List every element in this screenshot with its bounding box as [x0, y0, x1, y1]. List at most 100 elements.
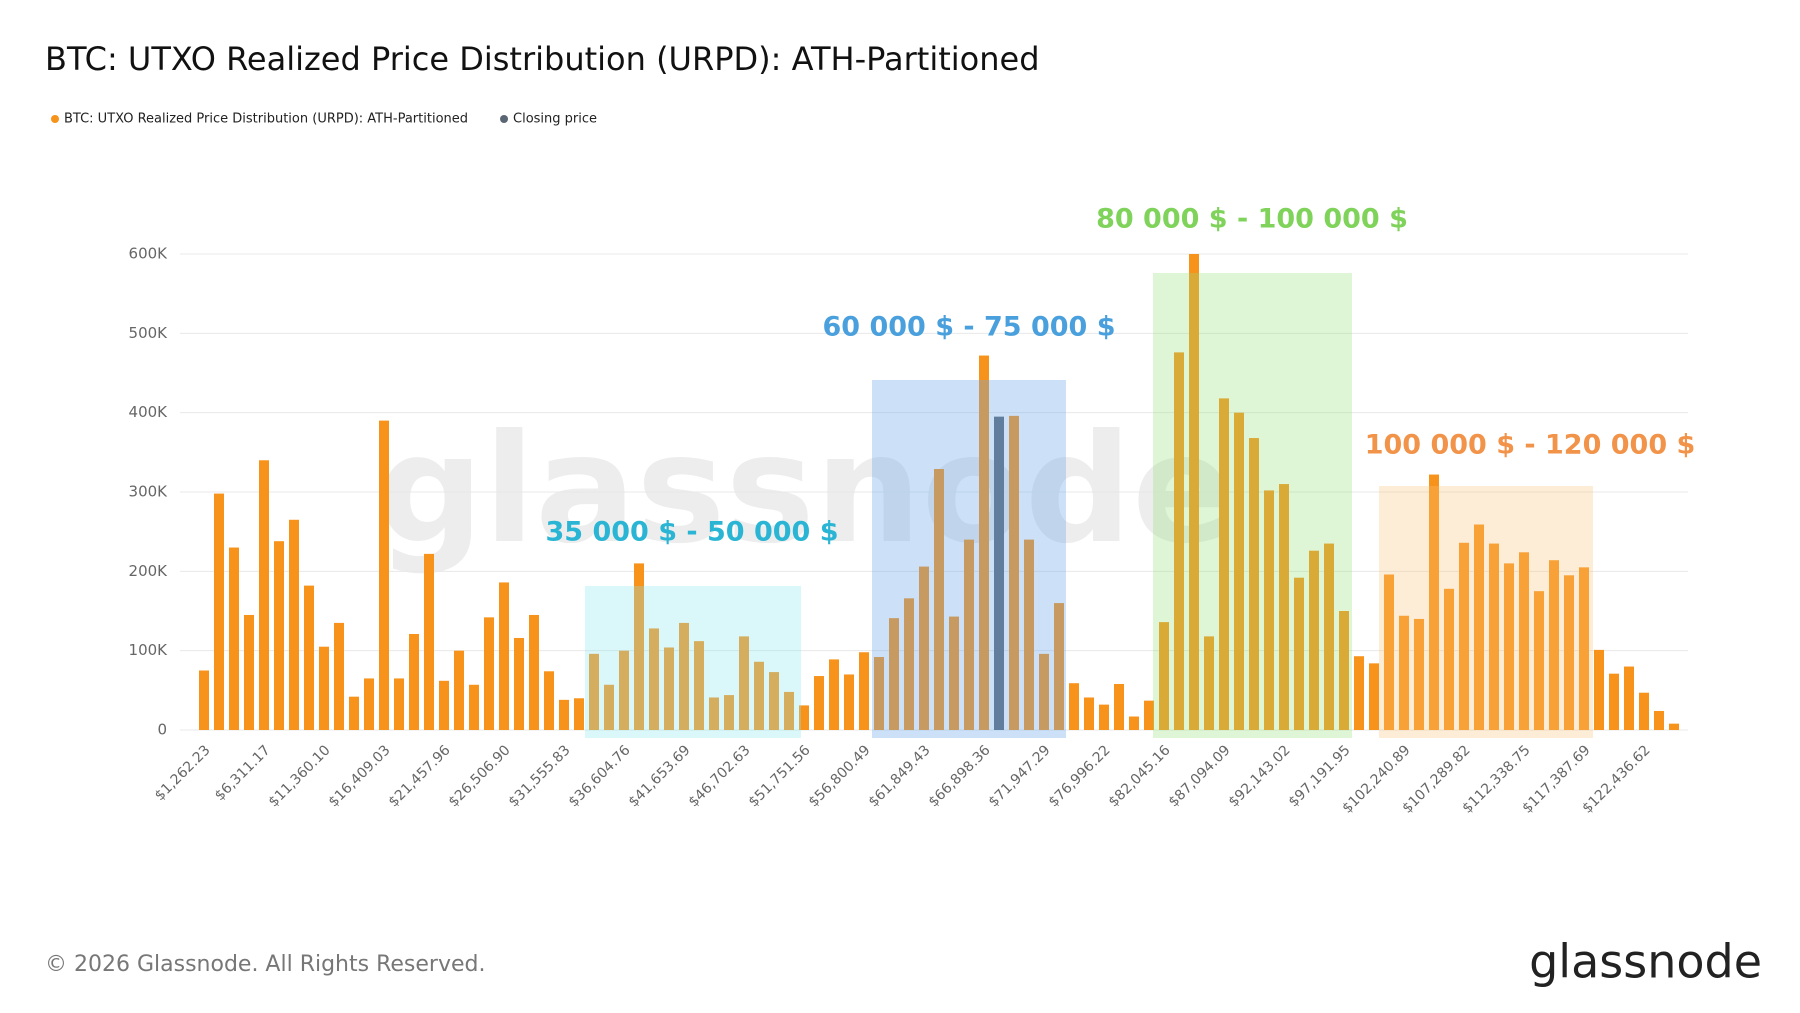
bar [1414, 618, 1424, 730]
chart-title: BTC: UTXO Realized Price Distribution (U… [45, 40, 1040, 78]
highlight-box [1379, 486, 1593, 738]
x-tick-label: $87,094.09 [1166, 742, 1234, 810]
bar [1174, 352, 1184, 730]
bar [739, 636, 749, 730]
y-tick-label: 100K [129, 641, 169, 659]
bar [1519, 552, 1529, 730]
bar [244, 614, 254, 730]
bar [724, 695, 734, 730]
bar [1009, 415, 1019, 730]
bar [1324, 543, 1334, 730]
x-tick-label: $51,751.56 [746, 742, 814, 810]
annotation: 80 000 $ - 100 000 $ [1096, 204, 1408, 235]
bar [784, 691, 794, 730]
y-tick-label: 200K [129, 562, 169, 580]
x-tick-label: $66,898.36 [926, 742, 994, 810]
bar [634, 563, 644, 730]
bar [1039, 653, 1049, 730]
annotation: 100 000 $ - 120 000 $ [1365, 430, 1696, 461]
annotation: 35 000 $ - 50 000 $ [545, 517, 838, 548]
bar [1669, 723, 1679, 730]
x-tick-label: $61,849.43 [866, 742, 934, 810]
bar [1264, 490, 1274, 730]
bar [1189, 254, 1199, 730]
bar [394, 678, 404, 730]
bar [1444, 588, 1454, 730]
bar [1069, 683, 1079, 730]
y-tick-label: 600K [129, 245, 169, 263]
x-tick-label: $21,457.96 [386, 742, 454, 810]
bar [1159, 622, 1169, 730]
bar [1429, 474, 1439, 730]
bar [559, 699, 569, 730]
bar [199, 670, 209, 730]
bar [904, 598, 914, 730]
bar [289, 519, 299, 730]
bar [259, 460, 269, 730]
x-tick-label: $56,800.49 [806, 742, 874, 810]
legend-marker [500, 115, 509, 123]
x-tick-label: $16,409.03 [326, 742, 394, 810]
x-tick-label: $26,506.90 [446, 742, 514, 810]
bar [379, 420, 389, 730]
logo: glassnode [1529, 935, 1762, 989]
bar [1504, 563, 1514, 730]
bar [1624, 666, 1634, 730]
bar [1129, 716, 1139, 730]
bar [709, 697, 719, 730]
highlight-box [1153, 273, 1352, 738]
bar [1144, 700, 1154, 730]
bar [1084, 697, 1094, 730]
bar [274, 541, 284, 730]
bar [799, 705, 809, 730]
bar [1609, 673, 1619, 730]
bar [454, 650, 464, 730]
bar [364, 678, 374, 730]
bar [409, 634, 419, 730]
bar [334, 622, 344, 730]
bar [919, 566, 929, 730]
annotation: 60 000 $ - 75 000 $ [822, 312, 1115, 343]
x-tick-label: $76,996.22 [1046, 742, 1114, 810]
x-tick-label: $31,555.83 [506, 742, 574, 810]
bar [1204, 636, 1214, 730]
x-tick-label: $1,262.23 [152, 742, 214, 804]
copyright: © 2026 Glassnode. All Rights Reserved. [45, 952, 485, 977]
bar [1339, 611, 1349, 730]
bar [1219, 398, 1229, 730]
x-tick-label: $41,653.69 [626, 742, 694, 810]
bar [1594, 649, 1604, 730]
bar [1489, 543, 1499, 730]
bar [604, 684, 614, 730]
y-tick-label: 0 [157, 721, 167, 739]
bar [1654, 710, 1664, 730]
bar [1294, 577, 1304, 730]
bar [229, 547, 239, 730]
bar [1114, 683, 1124, 730]
legend-marker [51, 115, 59, 123]
bar [349, 696, 359, 730]
bar [859, 652, 869, 730]
bar [574, 698, 584, 730]
bar [754, 661, 764, 730]
x-tick-label: $71,947.29 [986, 742, 1054, 810]
y-tick-label: 400K [129, 403, 169, 421]
x-tick-label: $36,604.76 [566, 742, 634, 810]
bar [1234, 412, 1244, 730]
highlight-box [872, 380, 1066, 738]
bar [619, 650, 629, 730]
bar [994, 416, 1004, 730]
legend-label: BTC: UTXO Realized Price Distribution (U… [64, 112, 468, 127]
bar [844, 674, 854, 730]
bar [964, 539, 974, 730]
bar [1459, 542, 1469, 730]
legend: BTC: UTXO Realized Price Distribution (U… [51, 112, 597, 127]
bar [829, 659, 839, 730]
bar [529, 614, 539, 730]
bar [1279, 484, 1289, 730]
highlight-box [585, 586, 801, 738]
bar [1399, 615, 1409, 730]
x-tick-label: $82,045.16 [1106, 742, 1174, 810]
bar [694, 641, 704, 730]
